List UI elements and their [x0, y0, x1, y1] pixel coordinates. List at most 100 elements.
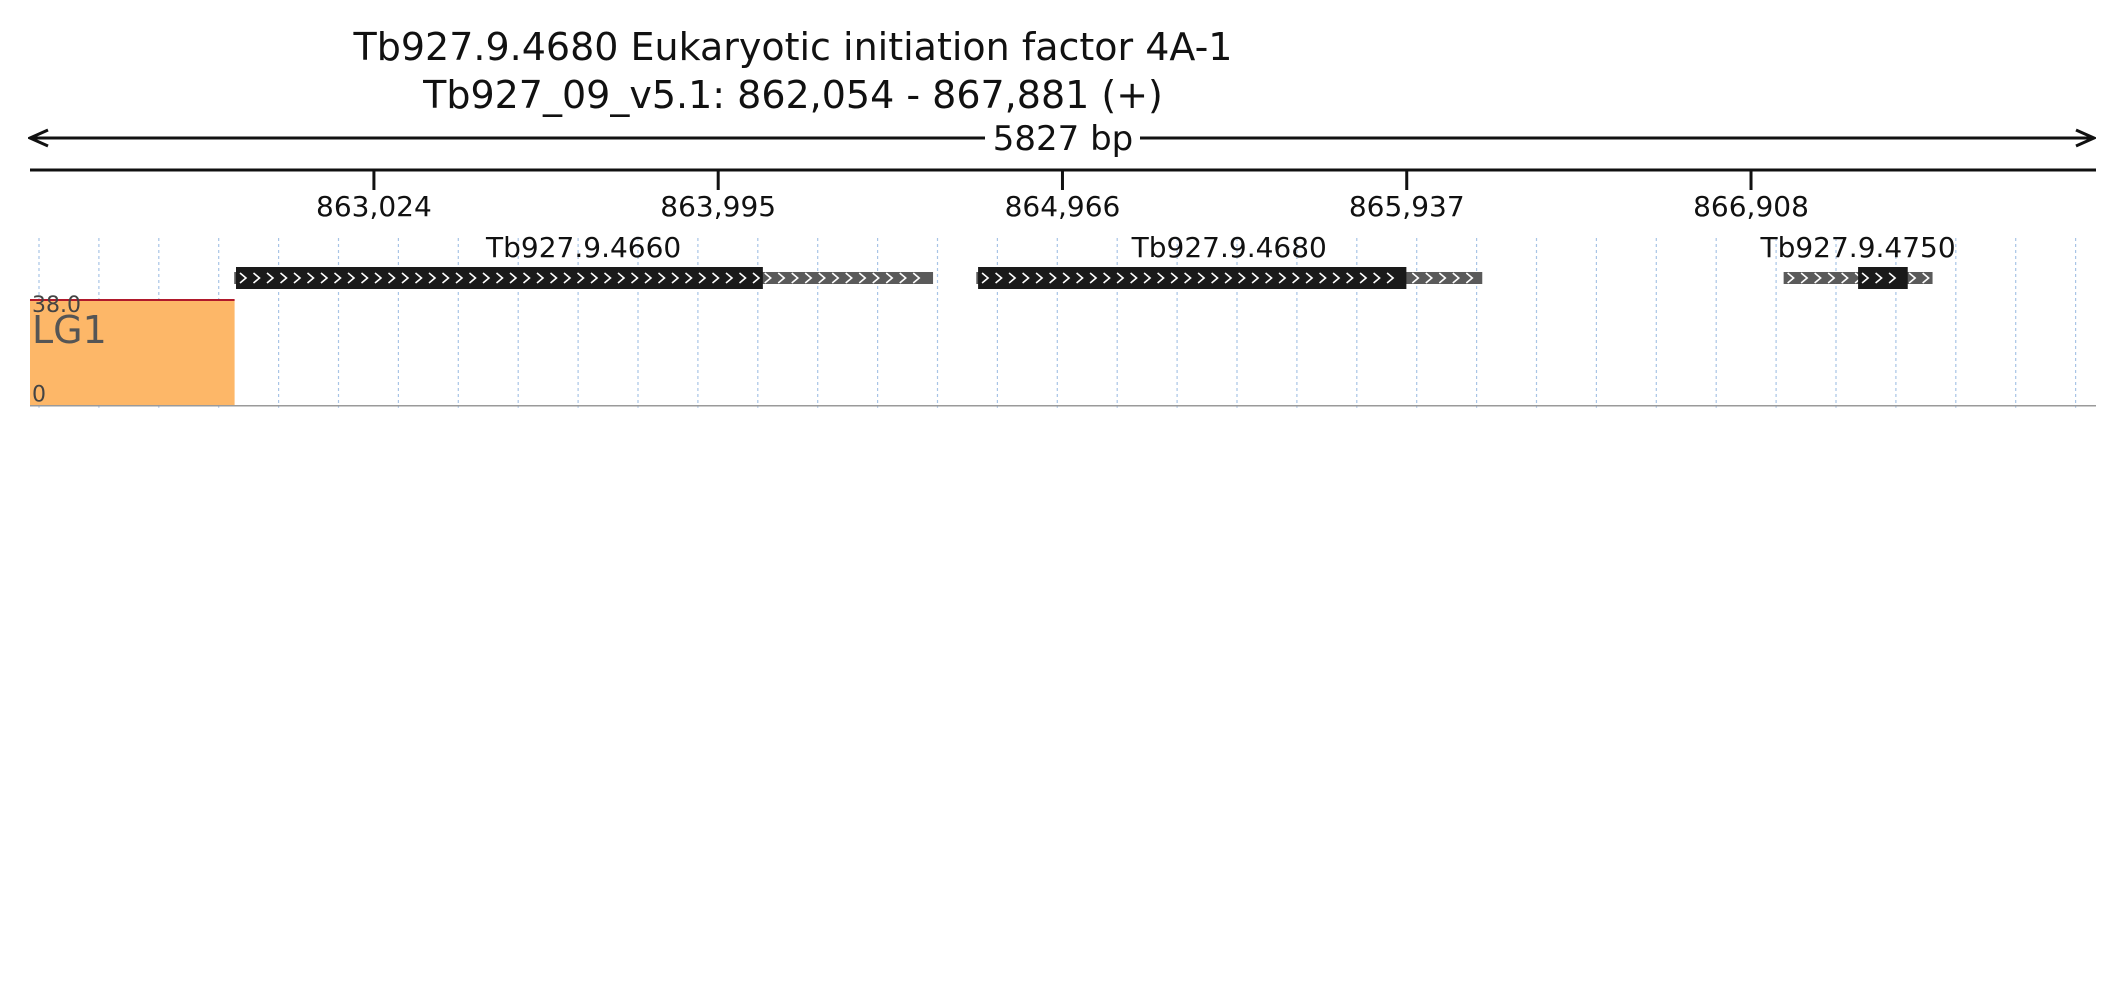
strand-chevron: [333, 272, 342, 284]
strand-chevron: [764, 272, 772, 284]
strand-chevron: [885, 272, 894, 284]
strand-chevron: [495, 272, 504, 284]
gene-label: Tb927.9.4750: [1759, 231, 1955, 264]
strand-chevron: [1022, 272, 1030, 284]
strand-chevron: [981, 272, 990, 284]
strand-chevron: [1465, 272, 1474, 284]
strand-chevron: [657, 272, 666, 284]
strand-chevron: [752, 272, 761, 284]
track-name: LG1: [32, 308, 107, 352]
strand-chevron: [1425, 272, 1434, 284]
strand-chevron: [1875, 272, 1883, 284]
strand-chevron: [1116, 272, 1125, 284]
strand-chevron: [858, 272, 867, 284]
strand-chevron: [899, 272, 907, 284]
strand-chevron: [428, 272, 437, 284]
strand-chevron: [320, 272, 329, 284]
strand-chevron: [360, 272, 369, 284]
strand-chevron: [401, 272, 410, 284]
strand-chevron: [1076, 272, 1084, 284]
strand-chevron: [831, 272, 840, 284]
strand-chevron: [1143, 272, 1152, 284]
gene-cds: [235, 267, 763, 289]
strand-chevron: [671, 272, 680, 284]
strand-chevron: [441, 272, 450, 284]
gene-cds: [978, 267, 1407, 289]
gene-feature[interactable]: Tb927.9.4680: [976, 231, 1483, 289]
strand-chevron: [1888, 272, 1897, 284]
strand-chevron: [1800, 272, 1809, 284]
strand-chevron: [804, 272, 813, 284]
strand-chevron: [387, 272, 396, 284]
strand-chevron: [1265, 272, 1273, 284]
track-max-label: 38.0: [32, 293, 81, 318]
strand-chevron: [279, 272, 288, 284]
strand-chevron: [912, 272, 921, 284]
strand-chevron: [1319, 272, 1327, 284]
gene-track: Tb927.9.4660 Tb927.9.4680 Tb927.9.4750: [234, 231, 1956, 289]
strand-chevron: [995, 272, 1003, 284]
locus-label: Tb927_09_v5.1: 862,054 - 867,881 (+): [422, 73, 1163, 117]
ruler-tick-label: 863,995: [660, 190, 776, 223]
coordinate-ruler: 863,024 863,995 864,966 865,937 866,908: [30, 168, 2096, 223]
strand-chevron: [455, 272, 464, 284]
strand-chevron: [563, 272, 572, 284]
strand-chevron: [1157, 272, 1165, 284]
strand-chevron: [1438, 272, 1447, 284]
strand-chevron: [1359, 272, 1368, 284]
strand-chevron: [1103, 272, 1111, 284]
strand-chevron: [644, 272, 653, 284]
strand-chevron: [522, 272, 531, 284]
strand-chevron: [1411, 272, 1420, 284]
gene-title: Tb927.9.4680 Eukaryotic initiation facto…: [353, 25, 1233, 69]
strand-chevron: [1332, 272, 1341, 284]
strand-chevron: [1008, 272, 1017, 284]
strand-chevron: [1035, 272, 1044, 284]
grid-lines: [38, 238, 2077, 408]
track-min-label: 0: [32, 383, 46, 408]
clip-indicator: [30, 299, 235, 301]
strand-chevron: [1386, 272, 1395, 284]
strand-chevron: [509, 272, 518, 284]
ruler-ticks: 863,024 863,995 864,966 865,937 866,908: [316, 170, 1809, 223]
strand-chevron: [1251, 272, 1260, 284]
strand-chevron: [1827, 272, 1836, 284]
strand-chevron: [1841, 272, 1849, 284]
strand-chevron: [1170, 272, 1179, 284]
strand-chevron: [482, 272, 491, 284]
strand-chevron: [1452, 272, 1461, 284]
span-label: 5827 bp: [993, 119, 1134, 159]
strand-chevron: [684, 272, 693, 284]
strand-chevron: [630, 272, 639, 284]
gene-label: Tb927.9.4680: [1131, 231, 1327, 264]
strand-chevron: [549, 272, 558, 284]
gene-feature[interactable]: Tb927.9.4750: [1759, 231, 1956, 289]
strand-chevron: [1211, 272, 1219, 284]
strand-chevron: [414, 272, 423, 284]
strand-chevron: [1908, 272, 1917, 284]
strand-chevron: [1922, 272, 1930, 284]
strand-chevron: [1130, 272, 1138, 284]
strand-chevron: [698, 272, 707, 284]
strand-chevron: [306, 272, 315, 284]
strand-chevron: [711, 272, 720, 284]
strand-chevron: [872, 272, 880, 284]
strand-chevron: [1062, 272, 1071, 284]
strand-chevron: [777, 272, 786, 284]
strand-chevron: [1292, 272, 1300, 284]
gene-label: Tb927.9.4660: [485, 231, 681, 264]
strand-chevron: [1238, 272, 1246, 284]
strand-chevron: [1224, 272, 1233, 284]
strand-chevron: [347, 272, 356, 284]
strand-chevron: [252, 272, 261, 284]
strand-chevron: [1787, 272, 1795, 284]
strand-chevron: [293, 272, 302, 284]
strand-chevron: [1278, 272, 1287, 284]
gene-feature[interactable]: Tb927.9.4660: [234, 231, 934, 289]
strand-chevron: [239, 272, 248, 284]
strand-chevron: [1197, 272, 1206, 284]
strand-chevron: [1373, 272, 1381, 284]
ruler-tick-label: 865,937: [1349, 190, 1465, 223]
